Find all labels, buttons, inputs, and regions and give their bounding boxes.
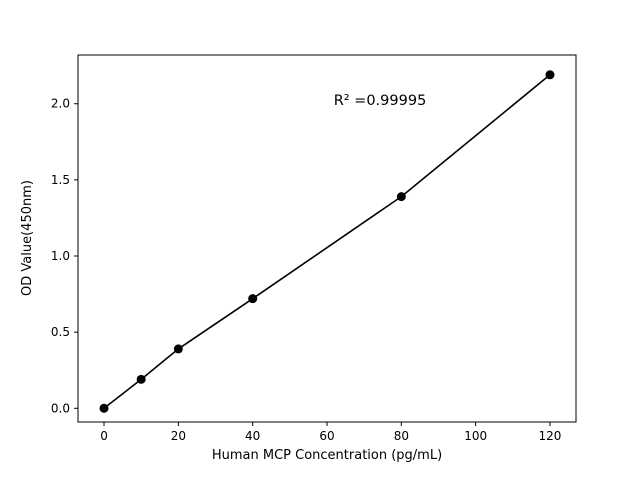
x-axis-label: Human MCP Concentration (pg/mL) bbox=[212, 448, 442, 463]
y-axis-label: OD Value(450nm) bbox=[20, 180, 35, 296]
x-tick-label: 80 bbox=[394, 429, 409, 443]
y-tick-label: 1.5 bbox=[51, 173, 70, 187]
y-tick-label: 1.0 bbox=[51, 249, 70, 263]
fit-line bbox=[103, 74, 551, 409]
x-tick-label: 20 bbox=[171, 429, 186, 443]
x-tick-label: 40 bbox=[245, 429, 260, 443]
plot-frame bbox=[77, 54, 577, 423]
x-tick-label: 0 bbox=[100, 429, 108, 443]
y-tick-label: 0.0 bbox=[51, 401, 70, 415]
x-tick-label: 100 bbox=[464, 429, 487, 443]
x-tick-label: 60 bbox=[319, 429, 334, 443]
r-squared-annotation: R² =0.99995 bbox=[334, 93, 427, 109]
x-tick-label: 120 bbox=[539, 429, 562, 443]
y-tick-label: 2.0 bbox=[51, 97, 70, 111]
y-tick-label: 0.5 bbox=[51, 325, 70, 339]
